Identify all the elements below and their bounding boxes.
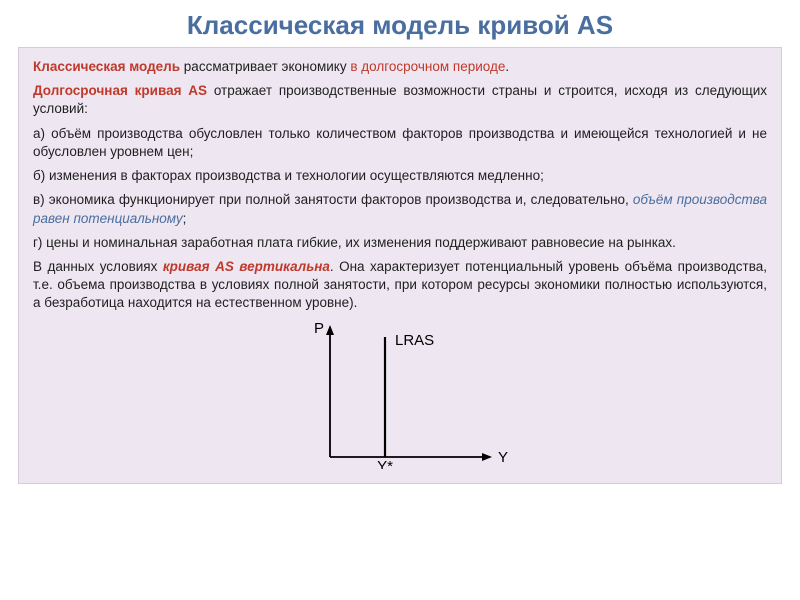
paragraph-intro: Классическая модель рассматривает эконом…: [33, 58, 767, 76]
paragraph-c: в) экономика функционирует при полной за…: [33, 191, 767, 227]
text-intro-mid: рассматривает экономику: [180, 59, 350, 74]
text-e-start: В данных условиях: [33, 259, 163, 274]
page-title: Классическая модель кривой AS: [18, 10, 782, 41]
lras-chart: P Y Y* LRAS: [280, 319, 520, 469]
text-c-start: в) экономика функционирует при полной за…: [33, 192, 633, 207]
paragraph-d: г) цены и номинальная заработная плата г…: [33, 234, 767, 252]
text-e-bold: кривая AS вертикальна: [163, 259, 330, 274]
paragraph-as-def: Долгосрочная кривая AS отражает производ…: [33, 82, 767, 118]
text-c-end: ;: [183, 211, 187, 226]
paragraph-e: В данных условиях кривая AS вертикальна.…: [33, 258, 767, 313]
axis-label-p: P: [314, 320, 324, 337]
text-intro-end: .: [505, 59, 509, 74]
chart-container: P Y Y* LRAS: [33, 319, 767, 469]
axis-label-y: Y: [498, 449, 508, 466]
paragraph-a: а) объём производства обусловлен только …: [33, 125, 767, 161]
axis-label-ystar: Y*: [377, 458, 393, 469]
text-classical-model: Классическая модель: [33, 59, 180, 74]
lras-label: LRAS: [395, 332, 434, 349]
text-long-run: в долгосрочном периоде: [350, 59, 505, 74]
content-panel: Классическая модель рассматривает эконом…: [18, 47, 782, 484]
text-lras-term: Долгосрочная кривая AS: [33, 83, 207, 98]
paragraph-b: б) изменения в факторах производства и т…: [33, 167, 767, 185]
